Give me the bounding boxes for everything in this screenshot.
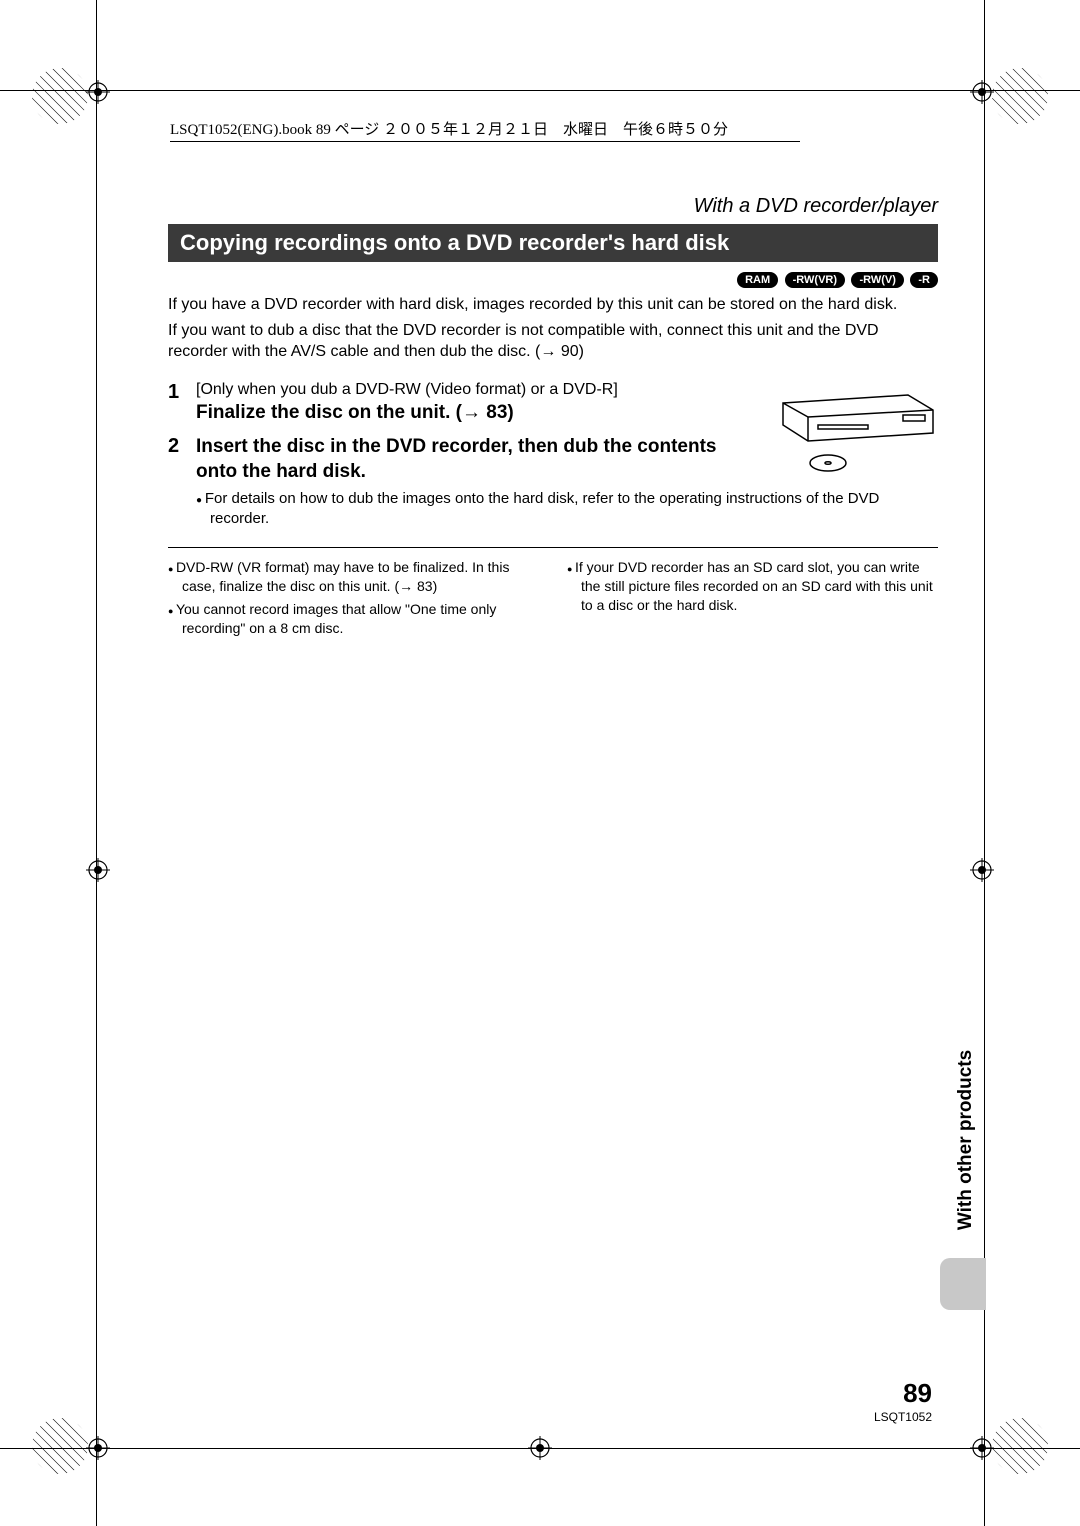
right-column: If your DVD recorder has an SD card slot… [567, 558, 938, 642]
format-badges: RAM -RW(VR) -RW(V) -R [168, 270, 938, 288]
registration-mark-icon [86, 1436, 110, 1460]
left-note-1: DVD-RW (VR format) may have to be finali… [168, 558, 539, 596]
side-tab-block [940, 1258, 986, 1310]
registration-mark-icon [528, 1436, 552, 1460]
side-tab-text: With other products [955, 1050, 977, 1230]
registration-mark-icon [86, 80, 110, 104]
page-header-text: LSQT1052(ENG).book 89 ページ ２００５年１２月２１日 水曜… [170, 118, 800, 142]
content-area: With a DVD recorder/player Copying recor… [168, 195, 938, 642]
left-note-2: You cannot record images that allow "One… [168, 600, 539, 638]
badge-rwvr: -RW(VR) [785, 272, 845, 288]
step-num-2: 2 [168, 435, 196, 458]
badge-ram: RAM [737, 272, 778, 288]
trim-line [0, 90, 1080, 91]
right-note-1: If your DVD recorder has an SD card slot… [567, 558, 938, 615]
dvd-recorder-illustration-icon [768, 375, 938, 485]
corner-hatch-icon [30, 66, 90, 126]
page-number: 89 [903, 1378, 932, 1409]
two-column-notes: DVD-RW (VR format) may have to be finali… [168, 558, 938, 642]
steps-block: 1 [Only when you dub a DVD-RW (Video for… [168, 381, 938, 530]
registration-mark-icon [970, 80, 994, 104]
left-column: DVD-RW (VR format) may have to be finali… [168, 558, 539, 642]
corner-hatch-icon [990, 66, 1050, 126]
step-2-heading: Insert the disc in the DVD recorder, the… [196, 435, 736, 484]
registration-mark-icon [86, 858, 110, 882]
badge-rwv: -RW(V) [851, 272, 903, 288]
step-2-bullet: For details on how to dub the images ont… [196, 489, 938, 530]
intro-para-2: If you want to dub a disc that the DVD r… [168, 320, 938, 363]
divider-line [168, 547, 938, 548]
registration-mark-icon [970, 858, 994, 882]
section-label: With a DVD recorder/player [168, 195, 938, 218]
corner-hatch-icon [990, 1416, 1050, 1476]
registration-mark-icon [970, 1436, 994, 1460]
intro-para-1: If you have a DVD recorder with hard dis… [168, 294, 938, 316]
badge-r: -R [910, 272, 938, 288]
step-num-1: 1 [168, 381, 196, 404]
document-code: LSQT1052 [874, 1410, 932, 1424]
corner-hatch-icon [30, 1416, 90, 1476]
trim-line [96, 0, 97, 1526]
side-tab: With other products [952, 1030, 980, 1250]
section-title: Copying recordings onto a DVD recorder's… [168, 224, 938, 262]
